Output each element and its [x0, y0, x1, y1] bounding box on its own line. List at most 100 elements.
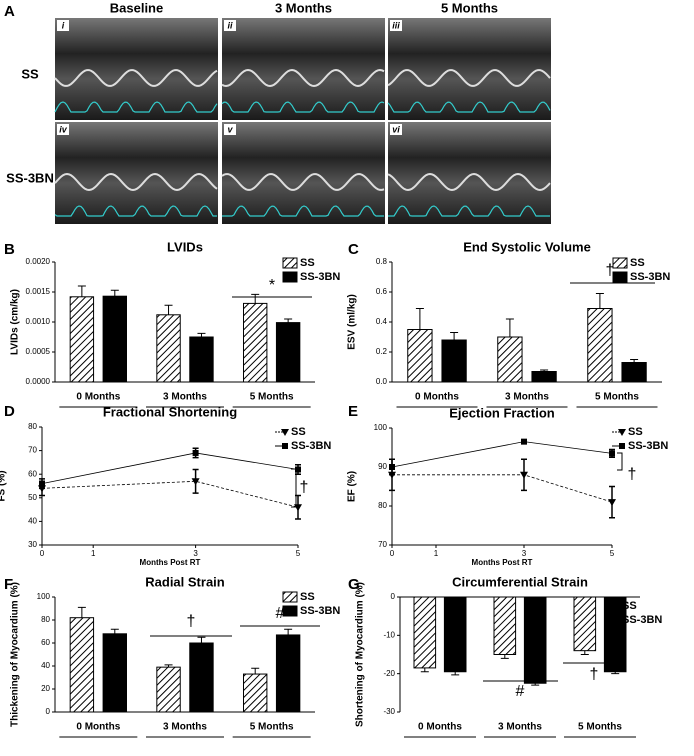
bar: [497, 336, 523, 383]
x-tick-label: 3: [522, 549, 527, 558]
bar: [243, 673, 268, 713]
y-tick-label: 40: [28, 517, 37, 526]
echo-image: [388, 122, 551, 224]
series-line: [391, 441, 613, 468]
y-tick-label: -30: [383, 707, 395, 716]
legend-swatch: [604, 614, 620, 626]
legend-swatch: [282, 591, 298, 603]
x-tick-label: 0 Months: [418, 722, 462, 733]
y-tick-label: -20: [383, 669, 395, 678]
x-tick-label: 0 Months: [76, 722, 120, 733]
y-tick-label: 0.0015: [26, 287, 51, 296]
legend-marker: [618, 429, 626, 436]
y-tick-label: 60: [28, 469, 37, 478]
echo-image: [222, 18, 385, 120]
annotation: *: [269, 277, 275, 294]
error-bar: [251, 293, 260, 304]
echo-trace: [387, 172, 551, 192]
y-tick-label: 0.0010: [26, 317, 51, 326]
bar: [531, 371, 557, 383]
annotation: †: [590, 666, 599, 683]
error-bar: [450, 332, 459, 340]
y-tick-label: 0: [391, 592, 396, 601]
bar: [156, 314, 181, 383]
panel-label: F: [4, 576, 13, 593]
x-tick-label: 5: [296, 549, 301, 558]
x-tick-label: 3: [193, 549, 198, 558]
bar: [69, 296, 95, 383]
chart-title: Circumferential Strain: [452, 574, 588, 589]
legend-label: SS-3BN: [300, 271, 340, 283]
x-tick-label: 1: [91, 549, 96, 558]
error-bar: [284, 318, 293, 323]
y-axis-label: LVIDs (cm/kg): [10, 289, 21, 355]
annotation: †: [628, 466, 637, 483]
bar: [621, 362, 647, 383]
x-tick-label: 1: [434, 549, 439, 558]
panel-tag: i: [62, 20, 65, 30]
y-tick-label: 0.0000: [26, 377, 51, 386]
bar: [587, 308, 613, 383]
marker: [520, 471, 528, 479]
y-tick-label: 100: [37, 592, 51, 601]
x-tick-label: 0 Months: [415, 392, 459, 403]
x-axis-label: Months Post RT: [472, 558, 533, 567]
legend-label: SS: [291, 426, 306, 438]
panel-tag-box: [57, 124, 69, 135]
legend-label: SS-3BN: [300, 605, 340, 617]
ecg-trace: [387, 101, 551, 113]
y-tick-label: 0: [46, 707, 51, 716]
series-line: [41, 480, 299, 508]
echo-trace: [387, 69, 551, 87]
chart-title: End Systolic Volume: [463, 239, 591, 254]
marker: [389, 464, 395, 470]
marker: [295, 466, 301, 473]
bar: [102, 295, 127, 383]
y-tick-label: 0.6: [376, 287, 388, 296]
annotation: †: [187, 613, 196, 630]
legend-marker: [282, 443, 288, 449]
x-tick-label: 0: [390, 549, 395, 558]
chart-title: LVIDs: [167, 239, 203, 254]
annotation: #: [516, 683, 525, 700]
marker: [521, 438, 527, 445]
panel-tag: iii: [392, 20, 400, 30]
panel-label: C: [348, 241, 359, 258]
panel-label: B: [4, 241, 15, 258]
y-axis-label: FS (%): [0, 470, 8, 501]
y-tick-label: 90: [378, 462, 387, 471]
legend-marker: [281, 429, 289, 436]
error-bar: [110, 289, 119, 297]
series-line: [392, 474, 613, 503]
annotation: †: [606, 262, 615, 279]
echo-image: [222, 122, 385, 224]
bar: [102, 633, 127, 713]
chart-title: Radial Strain: [145, 574, 225, 589]
y-tick-label: 60: [41, 638, 50, 647]
marker: [609, 450, 615, 457]
x-tick-label: 5 Months: [250, 392, 294, 403]
x-axis-label: Months Post RT: [140, 558, 201, 567]
legend-label: SS: [630, 257, 645, 269]
x-tick-label: 3 Months: [498, 722, 542, 733]
x-tick-label: 5: [610, 549, 615, 558]
error-bar: [531, 683, 540, 686]
marker: [294, 504, 302, 512]
bar: [275, 322, 301, 383]
y-tick-label: 0.0020: [26, 257, 51, 266]
bar: [493, 596, 517, 655]
legend-swatch: [282, 605, 298, 617]
ecg-trace: [54, 205, 217, 217]
error-bar: [110, 628, 119, 634]
echo-trace: [221, 68, 385, 88]
error-bar: [500, 654, 509, 659]
y-axis-label: EF (%): [347, 471, 358, 502]
bar: [275, 634, 301, 713]
y-tick-label: 100: [374, 423, 388, 432]
x-tick-label: 5 Months: [578, 722, 622, 733]
ecg-trace: [388, 205, 550, 217]
panel-label: G: [348, 576, 360, 593]
error-bar: [164, 664, 173, 668]
legend-label: SS-3BN: [291, 440, 331, 452]
legend-label: SS: [300, 257, 315, 269]
